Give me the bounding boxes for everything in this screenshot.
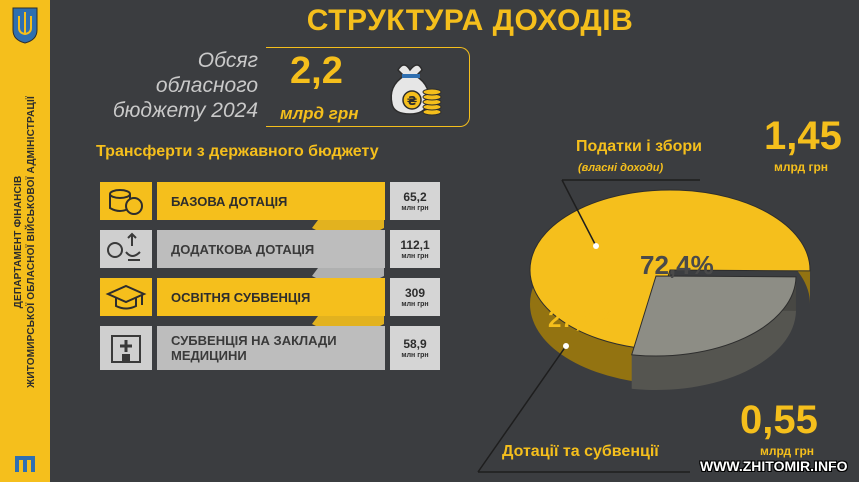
page-title: СТРУКТУРА ДОХОДІВ: [306, 4, 634, 37]
subsidies-legend-label: Дотації та субвенції: [502, 443, 659, 460]
slice-label-taxes: 72,4%: [640, 250, 714, 280]
budget-unit: млрд грн: [280, 104, 359, 123]
taxes-amount-unit: млрд грн: [774, 160, 829, 174]
hospital-icon: [100, 326, 152, 370]
taxes-legend-sub: (власні доходи): [578, 162, 664, 174]
slice-label-subsidies: 27,6%: [548, 306, 617, 333]
trident-crest-icon: [12, 7, 38, 44]
budget-label: Обсяг обласного бюджету 2024: [112, 49, 258, 122]
graduation-cap-icon: [100, 278, 152, 316]
watermark: WWW.ZHITOMIR.INFO: [700, 458, 848, 474]
department-logo-icon: [15, 456, 35, 472]
taxes-legend-label: Податки і збори: [576, 138, 702, 155]
taxes-amount: 1,45: [764, 114, 842, 158]
transfer-label: ДОДАТКОВА ДОТАЦІЯ: [157, 230, 385, 268]
pie-slice-1: [631, 275, 797, 357]
transfer-row-base: БАЗОВА ДОТАЦІЯ 65,2 млн грн: [98, 180, 443, 222]
hands-money-icon: [100, 230, 152, 268]
subsidies-amount-unit: млрд грн: [760, 444, 815, 458]
budget-frame: [266, 47, 470, 127]
transfer-row-education: ОСВІТНЯ СУБВЕНЦІЯ 309 млн грн: [98, 276, 443, 318]
transfer-value: 65,2 млн грн: [390, 182, 440, 220]
transfer-value: 58,9 млн грн: [390, 326, 440, 370]
coins-stack-icon: [100, 182, 152, 220]
transfer-row-medicine: СУБВЕНЦІЯ НА ЗАКЛАДИ МЕДИЦИНИ 58,9 млн гр…: [98, 324, 443, 372]
budget-value: 2,2: [290, 50, 343, 92]
sidebar: ДЕПАРТАМЕНТ ФІНАНСІВ ЖИТОМИРСЬКОЇ ОБЛАСН…: [0, 0, 50, 482]
money-bag-coins-icon: ₴: [390, 64, 442, 116]
transfer-value: 112,1 млн грн: [390, 230, 440, 268]
transfers-title: Трансферти з державного бюджету: [96, 143, 379, 160]
transfer-row-additional: ДОДАТКОВА ДОТАЦІЯ 112,1 млн грн: [98, 228, 443, 270]
transfer-label: ОСВІТНЯ СУБВЕНЦІЯ: [157, 278, 385, 316]
transfer-value: 309 млн грн: [390, 278, 440, 316]
pie-slice-0: [529, 189, 811, 350]
pie-slice-side-1: [631, 276, 796, 390]
transfer-label: БАЗОВА ДОТАЦІЯ: [157, 182, 385, 220]
svg-text:₴: ₴: [407, 94, 417, 108]
revenue-pie-chart: [529, 189, 811, 390]
transfer-label: СУБВЕНЦІЯ НА ЗАКЛАДИ МЕДИЦИНИ: [157, 326, 385, 370]
subsidies-amount: 0,55: [740, 398, 818, 442]
